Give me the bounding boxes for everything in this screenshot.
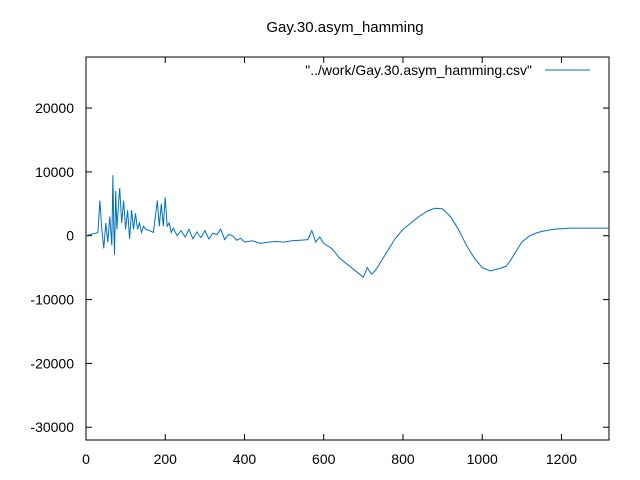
- legend-label: "../work/Gay.30.asym_hamming.csv": [305, 62, 532, 78]
- x-tick-label: 800: [391, 451, 415, 467]
- y-tick-label: 20000: [35, 100, 74, 116]
- x-tick-label: 1200: [546, 451, 577, 467]
- x-tick-label: 400: [233, 451, 257, 467]
- y-tick-label: 10000: [35, 164, 74, 180]
- series-line-0: [85, 175, 609, 279]
- plot-frame: [85, 56, 610, 441]
- legend: "../work/Gay.30.asym_hamming.csv": [305, 62, 590, 78]
- chart-title: Gay.30.asym_hamming: [266, 19, 423, 36]
- y-tick-label: -10000: [30, 292, 74, 308]
- x-tick-label: 0: [82, 451, 90, 467]
- y-axis: -30000 -20000 -10000 0 10000 20000: [30, 100, 609, 435]
- y-tick-label: 0: [66, 228, 74, 244]
- x-axis: 0 200 400 600 800 1000 1200: [82, 57, 577, 467]
- x-tick-label: 200: [154, 451, 178, 467]
- x-tick-label: 600: [312, 451, 336, 467]
- x-tick-label: 1000: [467, 451, 498, 467]
- series-group: [85, 175, 609, 279]
- y-tick-label: -20000: [30, 355, 74, 371]
- y-tick-label: -30000: [30, 419, 74, 435]
